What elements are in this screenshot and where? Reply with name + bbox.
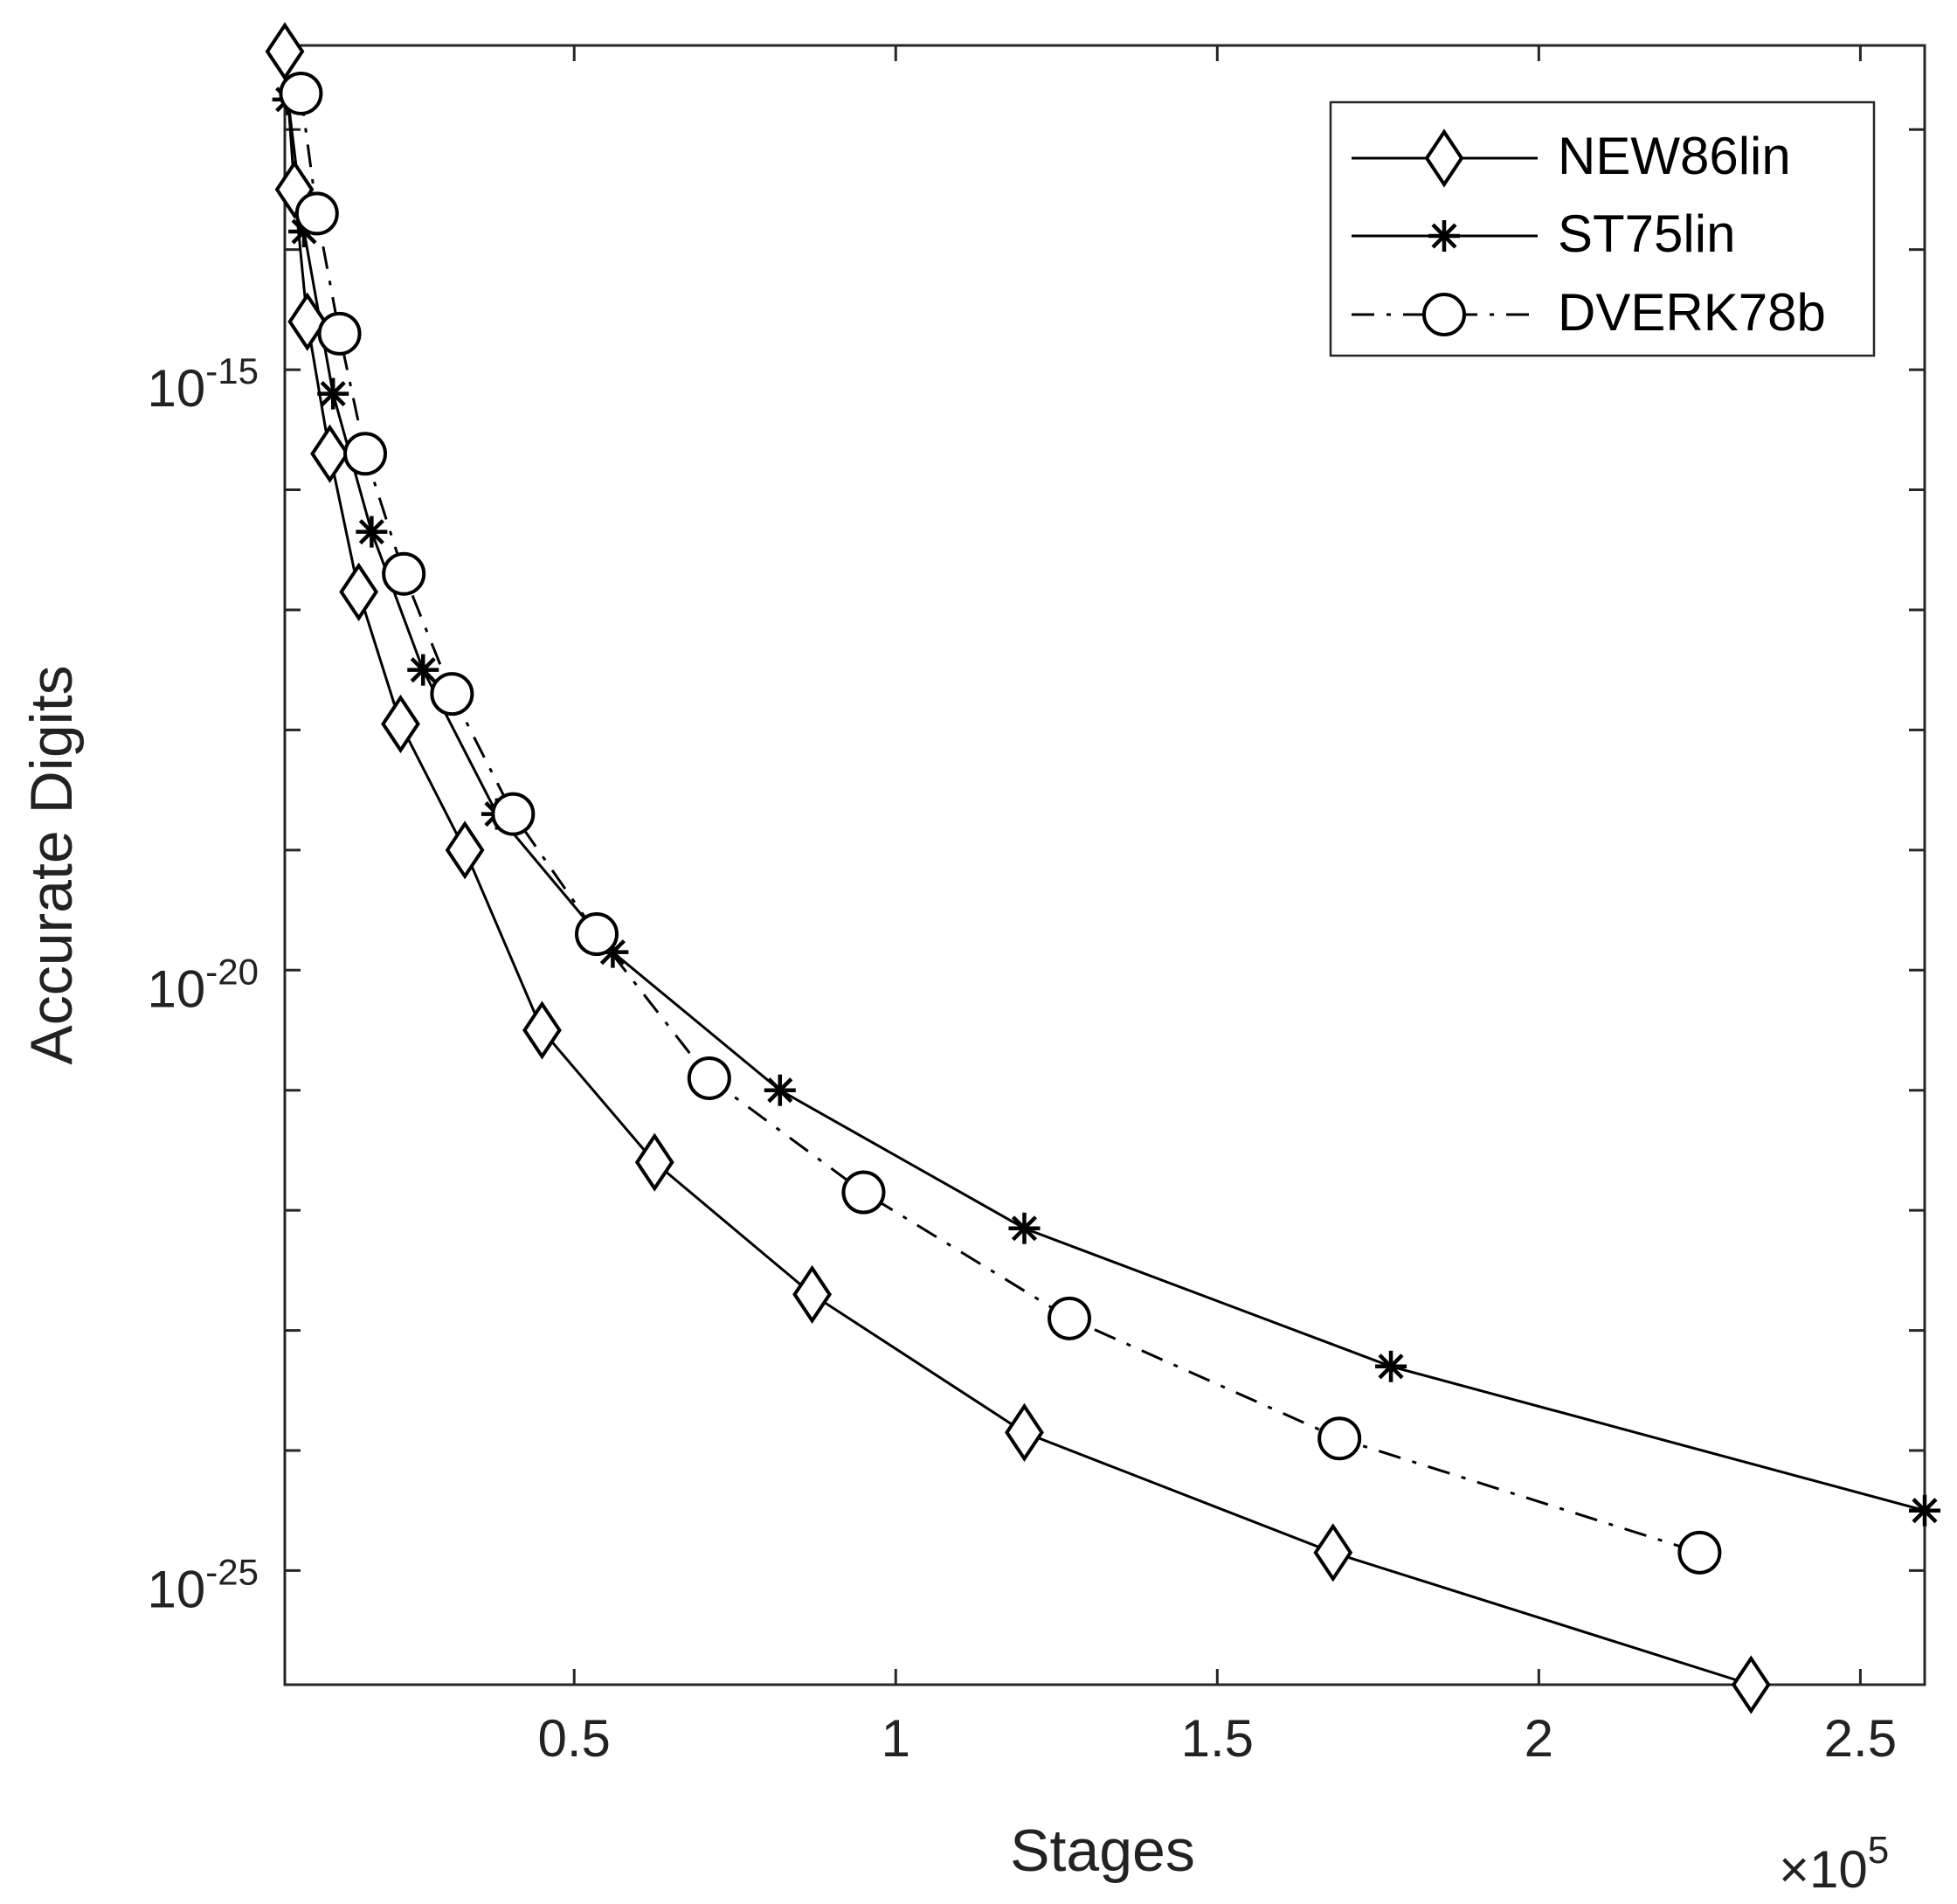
legend-label-new86lin: NEW86lin [1558, 127, 1791, 185]
asterisk-stroke [358, 519, 384, 545]
asterisk-stroke [320, 381, 346, 407]
x-axis-label: Stages [1010, 1817, 1195, 1884]
y-tick-exponent: -20 [205, 951, 259, 992]
plot-area [283, 44, 1926, 1686]
data-point-dverk78b [491, 792, 536, 836]
x-tick-label: 1 [882, 1709, 910, 1768]
x-tick-label: 0.5 [538, 1709, 611, 1768]
x-multiplier-base: ×10 [1779, 1840, 1868, 1899]
data-point-new86lin [1005, 1402, 1044, 1462]
data-point-new86lin [445, 820, 485, 880]
asterisk-stroke [599, 939, 626, 966]
data-point-dverk78b [574, 912, 619, 957]
data-point-new86lin [381, 694, 420, 754]
x-multiplier-exponent: 5 [1868, 1829, 1889, 1872]
data-point-st75lin [764, 1074, 796, 1106]
data-point-st75lin [1909, 1494, 1940, 1527]
data-point-st75lin [1375, 1350, 1407, 1382]
legend-label-st75lin: ST75lin [1558, 204, 1735, 263]
legend: NEW86lin ST75lin DVERK78b [1329, 100, 1876, 357]
data-point-dverk78b [1317, 1416, 1362, 1461]
data-point-dverk78b [294, 191, 339, 236]
data-point-new86lin [522, 1000, 562, 1060]
asterisk-stroke [1378, 1354, 1404, 1380]
data-point-dverk78b [382, 551, 426, 596]
data-point-st75lin [407, 654, 439, 686]
x-multiplier: ×105 [1779, 1829, 1889, 1899]
asterisk-stroke [1431, 223, 1457, 249]
asterisk-stroke [1011, 1215, 1038, 1242]
x-tick-label: 1.5 [1181, 1709, 1254, 1768]
y-tick-base: 10 [148, 959, 206, 1018]
data-point-dverk78b [687, 1056, 731, 1100]
legend-marker-st75lin [1428, 220, 1460, 252]
legend-label-dverk78b: DVERK78b [1558, 283, 1826, 342]
data-point-new86lin [310, 424, 349, 483]
asterisk-stroke [767, 1077, 793, 1104]
data-point-new86lin [1731, 1655, 1771, 1714]
data-point-dverk78b [841, 1170, 886, 1215]
y-tick-label: 10-15 [148, 350, 259, 418]
data-point-dverk78b [1677, 1530, 1722, 1575]
data-point-dverk78b [343, 432, 388, 476]
asterisk-stroke [1912, 1498, 1938, 1524]
y-tick-label: 10-20 [148, 951, 259, 1018]
asterisk-stroke [410, 657, 436, 683]
data-point-dverk78b [1048, 1296, 1092, 1340]
x-tick-label: 2 [1525, 1709, 1553, 1768]
data-point-new86lin [1313, 1523, 1353, 1582]
y-tick-base: 10 [148, 1560, 206, 1618]
data-point-new86lin [792, 1264, 832, 1324]
data-point-new86lin [287, 292, 328, 351]
data-point-new86lin [265, 22, 305, 81]
x-tick-label: 2.5 [1824, 1709, 1897, 1768]
y-tick-exponent: -15 [205, 350, 259, 391]
y-tick-exponent: -25 [205, 1551, 259, 1592]
data-point-st75lin [1008, 1212, 1041, 1244]
data-point-dverk78b [430, 672, 474, 717]
y-axis-label: Accurate Digits [18, 665, 85, 1064]
data-point-new86lin [339, 562, 379, 621]
data-point-st75lin [317, 377, 349, 410]
y-tick-label: 10-25 [148, 1551, 259, 1618]
data-point-dverk78b [317, 311, 362, 356]
data-point-st75lin [356, 516, 388, 548]
data-point-dverk78b [279, 71, 323, 115]
data-point-new86lin [634, 1132, 674, 1192]
y-tick-base: 10 [148, 359, 206, 418]
legend-marker-new86lin [1424, 128, 1464, 188]
legend-marker-dverk78b [1422, 293, 1466, 336]
